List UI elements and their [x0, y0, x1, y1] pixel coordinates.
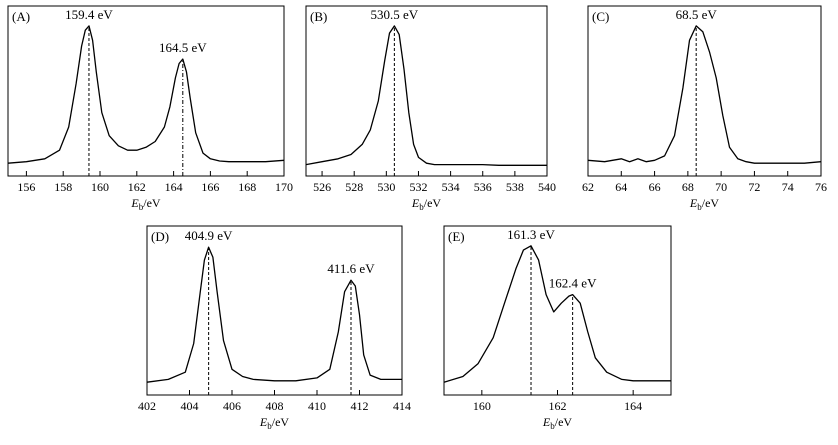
x-tick-label: 414	[393, 399, 411, 413]
panel-e: (E) 160 162 164 Eb/eV 161.3 eV 162.4 eV	[443, 225, 672, 431]
panel-c: (C) 62 64 66 68 70 72 74 76 Eb/eV 68.5 eV	[582, 5, 827, 212]
x-tick-label: 164	[165, 180, 183, 194]
x-axis-label: Eb/eV	[411, 196, 442, 212]
panel-d: (D) 402 404 406 408 410 412 414 Eb/eV 404.9 eV 411…	[138, 225, 411, 431]
x-tick-label: 68	[682, 180, 694, 194]
x-tick-label: 70	[715, 180, 727, 194]
x-axis-label: Eb/eV	[542, 415, 573, 431]
peak-label: 161.3 eV	[507, 227, 555, 242]
peak-label: 411.6 eV	[327, 261, 375, 276]
x-tick-label: 410	[308, 399, 326, 413]
x-tick-label: 76	[815, 180, 827, 194]
peak-label: 162.4 eV	[549, 276, 597, 291]
x-tick-label: 170	[275, 180, 293, 194]
x-axis-label: Eb/eV	[259, 415, 290, 431]
x-tick-label: 528	[345, 180, 363, 194]
panel-label: (B)	[310, 9, 327, 24]
x-tick-label: 536	[474, 180, 492, 194]
x-tick-label: 540	[538, 180, 556, 194]
peak-label: 530.5 eV	[371, 7, 419, 22]
panel-a: (A) 156 158 160 162 164 166 168 170 Eb/eV 159.4 eV…	[7, 5, 293, 212]
x-axis-label: Eb/eV	[689, 196, 720, 212]
x-tick-label: 404	[181, 399, 199, 413]
x-tick-label: 534	[442, 180, 460, 194]
x-tick-label: 158	[54, 180, 72, 194]
x-tick-label: 74	[782, 180, 794, 194]
x-tick-label: 408	[266, 399, 284, 413]
panel-label: (A)	[12, 9, 30, 24]
panel-label: (E)	[448, 229, 465, 244]
panel-label: (D)	[151, 229, 169, 244]
panel-label: (C)	[592, 9, 609, 24]
spectrum-line	[443, 245, 671, 383]
x-tick-label: 402	[138, 399, 156, 413]
plot-frame	[305, 5, 548, 177]
x-tick-label: 64	[615, 180, 627, 194]
x-tick-label: 526	[313, 180, 331, 194]
x-tick-label: 156	[17, 180, 35, 194]
x-axis-label: Eb/eV	[130, 196, 161, 212]
x-tick-label: 160	[473, 399, 491, 413]
spectrum-line	[305, 25, 547, 166]
x-tick-label: 168	[238, 180, 256, 194]
peak-label: 68.5 eV	[676, 7, 718, 22]
x-tick-label: 166	[201, 180, 219, 194]
plot-frame	[7, 5, 285, 177]
x-tick-label: 532	[409, 180, 427, 194]
peak-label: 164.5 eV	[159, 40, 207, 55]
spectrum-line	[7, 25, 285, 164]
x-tick-label: 162	[549, 399, 567, 413]
x-tick-label: 72	[748, 180, 760, 194]
x-tick-label: 162	[128, 180, 146, 194]
panel-b: (B) 526 528 530 532 534 536 538 540 Eb/eV 530.5 eV	[305, 5, 556, 212]
spectrum-line	[587, 25, 822, 164]
plot-frame	[443, 225, 672, 396]
plot-frame	[146, 225, 403, 396]
x-tick-label: 538	[506, 180, 524, 194]
x-tick-label: 66	[649, 180, 661, 194]
x-tick-label: 412	[351, 399, 369, 413]
spectrum-line	[146, 246, 402, 383]
plot-frame	[587, 5, 822, 177]
x-tick-label: 160	[91, 180, 109, 194]
peak-label: 404.9 eV	[185, 228, 233, 243]
x-tick-label: 62	[582, 180, 594, 194]
peak-label: 159.4 eV	[65, 7, 113, 22]
x-tick-label: 164	[624, 399, 642, 413]
x-tick-label: 530	[377, 180, 395, 194]
x-tick-label: 406	[223, 399, 241, 413]
